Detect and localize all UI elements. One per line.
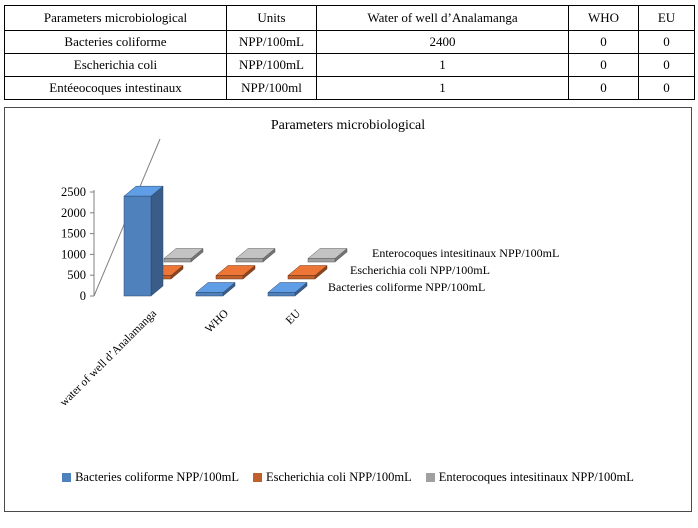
svg-text:2500: 2500 <box>61 185 86 199</box>
svg-text:2000: 2000 <box>61 206 86 220</box>
svg-text:Enterocoques intesitinaux NPP/: Enterocoques intesitinaux NPP/100mL <box>372 246 559 260</box>
header-cell-units: Units <box>226 5 317 31</box>
table-cell: 0 <box>638 53 695 77</box>
chart-panel: Parameters microbiological 0 500 1000 1500 2… <box>4 107 692 512</box>
table-cell: Entéeocoques intestinaux <box>4 76 227 100</box>
table-cell: 0 <box>638 76 695 100</box>
legend-item-bacteries: Bacteries coliforme NPP/100mL <box>62 470 239 485</box>
table-row-bacteries: Bacteries coliforme NPP/100mL 2400 0 0 <box>4 30 695 54</box>
table-cell: 0 <box>638 30 695 54</box>
bar-chart-3d: 0 500 1000 1500 2000 2500 Bacteries coliforme … <box>6 134 690 454</box>
table-row-enterocoques: Entéeocoques intestinaux NPP/100ml 1 0 0 <box>4 76 695 100</box>
svg-text:EU: EU <box>284 307 304 327</box>
table-cell: 1 <box>316 76 569 100</box>
table-cell: Escherichia coli <box>4 53 227 77</box>
table-cell: 1 <box>316 53 569 77</box>
header-cell-parameter: Parameters microbiological <box>4 5 227 31</box>
chart-svg: 0 500 1000 1500 2000 2500 Bacteries coliforme … <box>58 138 559 409</box>
svg-text:1000: 1000 <box>61 247 86 261</box>
header-cell-eu: EU <box>638 5 695 31</box>
svg-text:1500: 1500 <box>61 227 86 241</box>
table-cell: 0 <box>568 53 639 77</box>
svg-text:Bacteries coliforme NPP/100mL: Bacteries coliforme NPP/100mL <box>328 280 485 294</box>
table-cell: 0 <box>568 76 639 100</box>
header-cell-well: Water of well d’Analamanga <box>316 5 569 31</box>
svg-text:Escherichia coli NPP/100mL: Escherichia coli NPP/100mL <box>350 263 490 277</box>
table-row-escherichia: Escherichia coli NPP/100mL 1 0 0 <box>4 53 695 77</box>
legend-item-escherichia: Escherichia coli NPP/100mL <box>252 470 412 485</box>
legend-swatch-orange <box>252 473 262 482</box>
chart-title: Parameters microbiological <box>270 118 426 133</box>
table-cell: NPP/100mL <box>226 30 317 54</box>
header-cell-who: WHO <box>568 5 639 31</box>
legend-item-enterocoques: Enterocoques intesitinaux NPP/100mL <box>425 470 634 485</box>
legend-swatch-gray <box>425 473 435 482</box>
svg-text:water of well d’Analamanga: water of well d’Analamanga <box>58 308 159 409</box>
table-cell: NPP/100ml <box>226 76 317 100</box>
table-header-row: Parameters microbiological Units Water o… <box>4 5 695 31</box>
legend-label: Enterocoques intesitinaux NPP/100mL <box>438 470 634 484</box>
legend-label: Escherichia coli NPP/100mL <box>265 470 412 484</box>
table-cell: Bacteries coliforme <box>4 30 227 54</box>
chart-legend: Bacteries coliforme NPP/100mL Escherichi… <box>5 470 691 485</box>
table-cell: 0 <box>568 30 639 54</box>
table-cell: 2400 <box>316 30 569 54</box>
parameters-table: Parameters microbiological Units Water o… <box>4 5 695 100</box>
legend-swatch-blue <box>62 473 72 482</box>
svg-text:WHO: WHO <box>203 308 231 336</box>
table-cell: NPP/100mL <box>226 53 317 77</box>
legend-label: Bacteries coliforme NPP/100mL <box>75 470 239 484</box>
svg-text:0: 0 <box>80 289 86 303</box>
svg-text:500: 500 <box>67 268 86 282</box>
